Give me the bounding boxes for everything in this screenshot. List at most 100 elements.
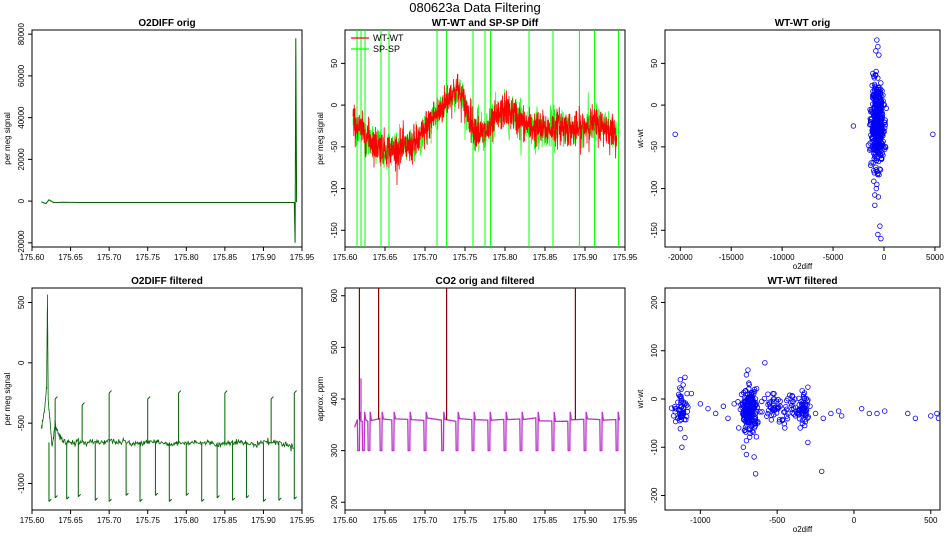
p1-xtick-label: 175.90 — [251, 253, 276, 262]
p3-point — [880, 101, 887, 107]
p2-ytick-label: 0 — [330, 102, 339, 107]
p4-spike-tail — [94, 497, 98, 501]
p4-spike-tail — [178, 390, 182, 394]
p6-point — [744, 419, 750, 425]
p6-point — [677, 404, 684, 410]
p3-point — [877, 122, 883, 129]
p6-point — [801, 390, 808, 396]
p4-xtick-label: 175.95 — [290, 516, 315, 525]
p4-spike-tail — [48, 498, 52, 502]
p6-point — [783, 413, 790, 419]
p1-ytick-label: 60000 — [17, 64, 26, 87]
p6-point — [680, 408, 687, 414]
p1-xtick-label: 175.95 — [290, 253, 315, 262]
p6-point — [742, 401, 748, 407]
p4-ytick-label: 0 — [17, 360, 26, 365]
p6-point — [799, 417, 806, 423]
p3-xtick-label: -10000 — [770, 253, 795, 262]
p6-point — [777, 403, 783, 409]
p6-point — [805, 439, 811, 446]
p3-point — [874, 141, 881, 148]
p4-xtick-label: 175.60 — [20, 516, 45, 525]
p6-point — [819, 468, 825, 475]
p6-point — [731, 401, 737, 407]
p4-ylabel: per meg signal — [3, 373, 12, 426]
p2-ytick-label: -100 — [330, 180, 339, 197]
p1-xtick-label: 175.65 — [58, 253, 83, 262]
p6-point — [912, 415, 919, 422]
p3-point — [873, 157, 879, 164]
p3-point — [930, 131, 936, 138]
p3-point — [877, 91, 884, 97]
p3-point — [868, 160, 874, 166]
p6-point — [792, 413, 799, 419]
p6-point — [768, 417, 775, 423]
p6-point — [771, 396, 777, 402]
p6-point — [678, 393, 684, 399]
p1-xtick-label: 175.85 — [213, 253, 238, 262]
p6-point — [688, 390, 695, 397]
p6-point — [752, 421, 759, 427]
p3-point — [850, 123, 857, 129]
p6-ytick-label: -100 — [650, 439, 659, 456]
p6-point — [807, 403, 813, 409]
p5-xtick-label: 175.70 — [413, 516, 438, 525]
p3-point — [871, 178, 877, 184]
p6-point — [741, 427, 748, 434]
p6-point — [782, 425, 788, 431]
p4-spike-tail — [246, 495, 250, 499]
p4-spike-tail — [54, 396, 58, 400]
p2-xtick-label: 175.95 — [613, 253, 638, 262]
p3-point — [873, 48, 879, 54]
p6-point — [858, 405, 865, 412]
p6-point — [759, 409, 765, 415]
p6-point — [785, 410, 791, 417]
p3-ytick-label: 50 — [650, 58, 659, 67]
p4-ytick-label: -500 — [17, 415, 26, 432]
p6-point — [680, 382, 686, 388]
p6-point — [798, 406, 805, 412]
p4-series-line — [40, 294, 294, 452]
p6-point — [742, 427, 748, 433]
p6-point — [820, 415, 826, 422]
p3-point — [873, 86, 880, 92]
p5-frame — [344, 287, 626, 511]
p6-point — [684, 408, 690, 415]
p3-point — [875, 194, 882, 200]
p4-spike-tail — [185, 492, 189, 496]
p6-point — [740, 444, 747, 450]
p3-point — [872, 71, 879, 78]
p2-xtick-label: 175.60 — [333, 253, 358, 262]
p6-point — [759, 398, 765, 405]
p1-series-line — [41, 38, 298, 243]
p6-point — [747, 407, 753, 413]
p1-ytick-label: 40000 — [17, 106, 26, 129]
p2-ylabel: per meg signal — [316, 112, 325, 165]
p6-point — [672, 409, 678, 415]
p6-point — [905, 410, 911, 417]
p6-point — [743, 429, 749, 435]
p6-point — [779, 417, 786, 424]
p6-axes: WT-WT filtered-1000 -500 0 500-200-10001002… — [636, 276, 941, 534]
p3-point — [879, 141, 886, 148]
p6-point — [805, 384, 811, 390]
p1-axes: O2DIFF orig 175.60 175.65 175.70 175.75 175.8… — [3, 18, 315, 262]
p3-point — [873, 97, 880, 103]
p3-xtick-label: 0 — [882, 253, 887, 262]
p6-point — [789, 406, 795, 412]
p2-xtick-label: 175.70 — [413, 253, 438, 262]
p3-point — [877, 223, 883, 229]
p3-point — [868, 109, 874, 115]
p6-point — [800, 393, 807, 400]
p6-point — [881, 408, 888, 414]
p6-ytick-label: 0 — [650, 396, 659, 401]
p6-point — [797, 425, 803, 431]
p3-frame — [664, 29, 941, 248]
p3-point — [873, 167, 879, 173]
p3-point — [871, 75, 878, 81]
p6-point — [746, 381, 752, 388]
p5-ytick-label: 300 — [330, 443, 339, 457]
p6-point — [934, 410, 940, 417]
